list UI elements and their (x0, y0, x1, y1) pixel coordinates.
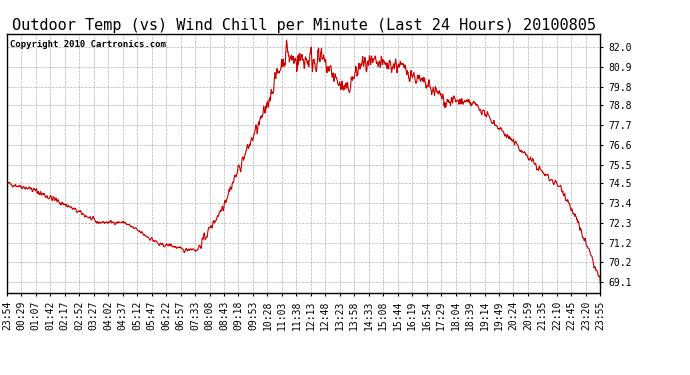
Title: Outdoor Temp (vs) Wind Chill per Minute (Last 24 Hours) 20100805: Outdoor Temp (vs) Wind Chill per Minute … (12, 18, 595, 33)
Text: Copyright 2010 Cartronics.com: Copyright 2010 Cartronics.com (10, 40, 166, 49)
